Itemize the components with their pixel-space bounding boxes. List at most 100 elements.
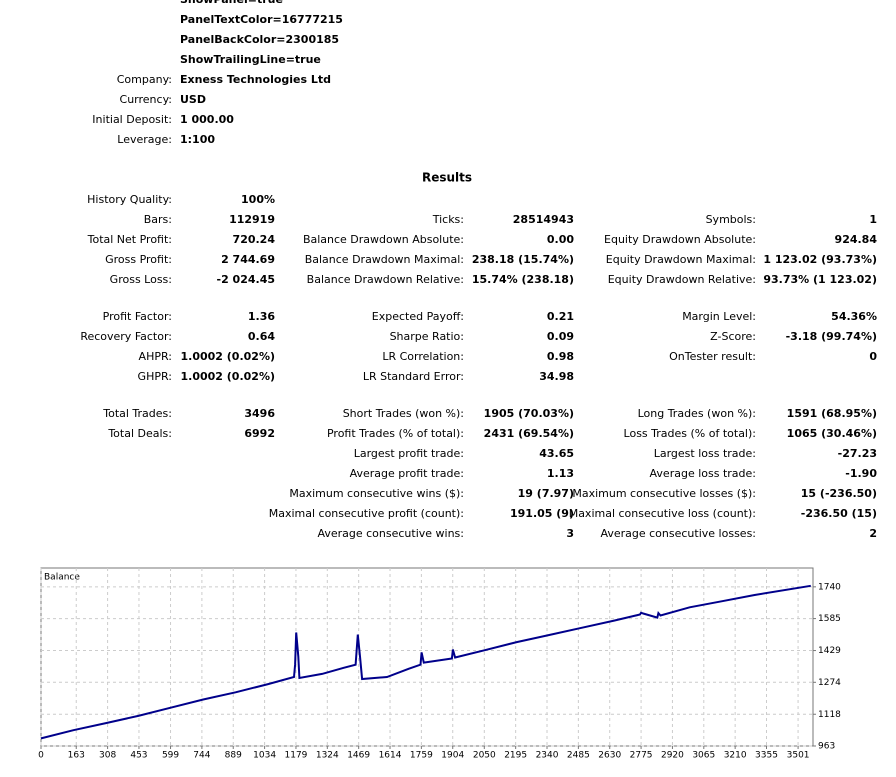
result-value: 0.00 bbox=[547, 233, 574, 246]
param: ShowTrailingLine=true bbox=[180, 53, 321, 66]
balance-line bbox=[40, 584, 811, 740]
result-label: LR Standard Error: bbox=[363, 370, 464, 383]
result-value: 1.0002 (0.02%) bbox=[181, 370, 276, 383]
result-label: Total Deals: bbox=[107, 427, 172, 440]
result-value: 93.73% (1 123.02) bbox=[763, 273, 877, 286]
result-label: Total Trades: bbox=[102, 407, 172, 420]
result-value: 54.36% bbox=[831, 310, 877, 323]
result-label: Gross Loss: bbox=[110, 273, 172, 286]
result-value: 1.36 bbox=[248, 310, 275, 323]
result-label: History Quality: bbox=[87, 193, 172, 206]
result-label: Profit Trades (% of total): bbox=[327, 427, 464, 440]
x-tick-label: 3210 bbox=[724, 751, 747, 761]
result-value: 0.98 bbox=[547, 350, 574, 363]
x-tick-label: 163 bbox=[68, 751, 85, 761]
x-tick-label: 2340 bbox=[536, 751, 559, 761]
result-value: 191.05 (9) bbox=[510, 507, 574, 520]
result-label: Sharpe Ratio: bbox=[390, 330, 464, 343]
chart-title: Balance bbox=[44, 573, 80, 583]
result-label: Balance Drawdown Maximal: bbox=[305, 253, 464, 266]
result-label: Average consecutive wins: bbox=[317, 527, 464, 540]
result-label: AHPR: bbox=[139, 350, 172, 363]
result-label: Margin Level: bbox=[682, 310, 756, 323]
result-value: 1 bbox=[869, 213, 877, 226]
result-label: Equity Drawdown Relative: bbox=[608, 273, 756, 286]
result-label: Average loss trade: bbox=[650, 467, 756, 480]
setting-value: 1:100 bbox=[180, 133, 215, 146]
result-value: 15 (-236.50) bbox=[801, 487, 877, 500]
x-tick-label: 2195 bbox=[504, 751, 527, 761]
result-label: Maximal consecutive profit (count): bbox=[269, 507, 464, 520]
y-tick-label: 1429 bbox=[818, 646, 841, 656]
x-tick-label: 0 bbox=[38, 751, 44, 761]
result-value: 0.21 bbox=[547, 310, 574, 323]
result-value: 1 123.02 (93.73%) bbox=[763, 253, 877, 266]
result-label: Short Trades (won %): bbox=[343, 407, 464, 420]
result-label: GHPR: bbox=[138, 370, 172, 383]
x-tick-label: 744 bbox=[193, 751, 210, 761]
result-value: -27.23 bbox=[838, 447, 877, 460]
result-label: Maximum consecutive wins ($): bbox=[289, 487, 464, 500]
x-tick-label: 1614 bbox=[379, 751, 402, 761]
result-value: 2 744.69 bbox=[221, 253, 275, 266]
x-tick-label: 2630 bbox=[598, 751, 621, 761]
y-tick-label: 1740 bbox=[818, 582, 841, 592]
result-label: LR Correlation: bbox=[382, 350, 464, 363]
result-label: Average consecutive losses: bbox=[600, 527, 756, 540]
chart-frame bbox=[40, 567, 814, 747]
x-tick-label: 3501 bbox=[787, 751, 810, 761]
result-label: Ticks: bbox=[432, 213, 464, 226]
result-label: Average profit trade: bbox=[350, 467, 464, 480]
x-tick-label: 2920 bbox=[661, 751, 684, 761]
result-value: 0 bbox=[869, 350, 877, 363]
result-label: Maximal consecutive loss (count): bbox=[569, 507, 756, 520]
result-label: Long Trades (won %): bbox=[638, 407, 756, 420]
result-label: Equity Drawdown Absolute: bbox=[604, 233, 756, 246]
result-label: Maximum consecutive losses ($): bbox=[572, 487, 756, 500]
result-value: 1591 (68.95%) bbox=[787, 407, 877, 420]
setting-label: Initial Deposit: bbox=[92, 113, 172, 126]
result-label: Recovery Factor: bbox=[80, 330, 172, 343]
result-value: 1.0002 (0.02%) bbox=[181, 350, 276, 363]
y-tick-label: 963 bbox=[818, 742, 835, 752]
setting-value: 1 000.00 bbox=[180, 113, 234, 126]
result-label: Bars: bbox=[144, 213, 172, 226]
result-value: 6992 bbox=[244, 427, 275, 440]
x-tick-label: 2485 bbox=[567, 751, 590, 761]
setting-value: Exness Technologies Ltd bbox=[180, 73, 331, 86]
result-label: Loss Trades (% of total): bbox=[624, 427, 756, 440]
result-value: 238.18 (15.74%) bbox=[472, 253, 574, 266]
setting-label: Currency: bbox=[120, 93, 172, 106]
result-value: 1.13 bbox=[547, 467, 574, 480]
setting-label: Company: bbox=[117, 73, 172, 86]
result-value: 0.64 bbox=[248, 330, 275, 343]
result-value: -236.50 (15) bbox=[801, 507, 877, 520]
result-value: 1905 (70.03%) bbox=[484, 407, 574, 420]
result-value: 3 bbox=[566, 527, 574, 540]
result-value: 2431 (69.54%) bbox=[484, 427, 574, 440]
x-tick-label: 1759 bbox=[410, 751, 433, 761]
result-value: 3496 bbox=[244, 407, 275, 420]
result-label: Balance Drawdown Relative: bbox=[307, 273, 464, 286]
result-value: 19 (7.97) bbox=[518, 487, 574, 500]
result-value: 34.98 bbox=[539, 370, 574, 383]
result-label: Largest profit trade: bbox=[354, 447, 464, 460]
x-tick-label: 2775 bbox=[630, 751, 653, 761]
result-value: 100% bbox=[241, 193, 275, 206]
result-label: Total Net Profit: bbox=[87, 233, 172, 246]
result-value: 0.09 bbox=[547, 330, 574, 343]
result-label: Expected Payoff: bbox=[372, 310, 464, 323]
x-tick-label: 453 bbox=[130, 751, 147, 761]
x-tick-label: 2050 bbox=[473, 751, 496, 761]
param: PanelTextColor=16777215 bbox=[180, 13, 343, 26]
y-tick-label: 1274 bbox=[818, 678, 841, 688]
result-label: OnTester result: bbox=[669, 350, 756, 363]
result-label: Z-Score: bbox=[710, 330, 756, 343]
result-value: 924.84 bbox=[835, 233, 878, 246]
result-value: 112919 bbox=[229, 213, 275, 226]
result-value: 1065 (30.46%) bbox=[787, 427, 877, 440]
param: ShowPanel=true bbox=[180, 0, 283, 6]
result-label: Balance Drawdown Absolute: bbox=[303, 233, 464, 246]
